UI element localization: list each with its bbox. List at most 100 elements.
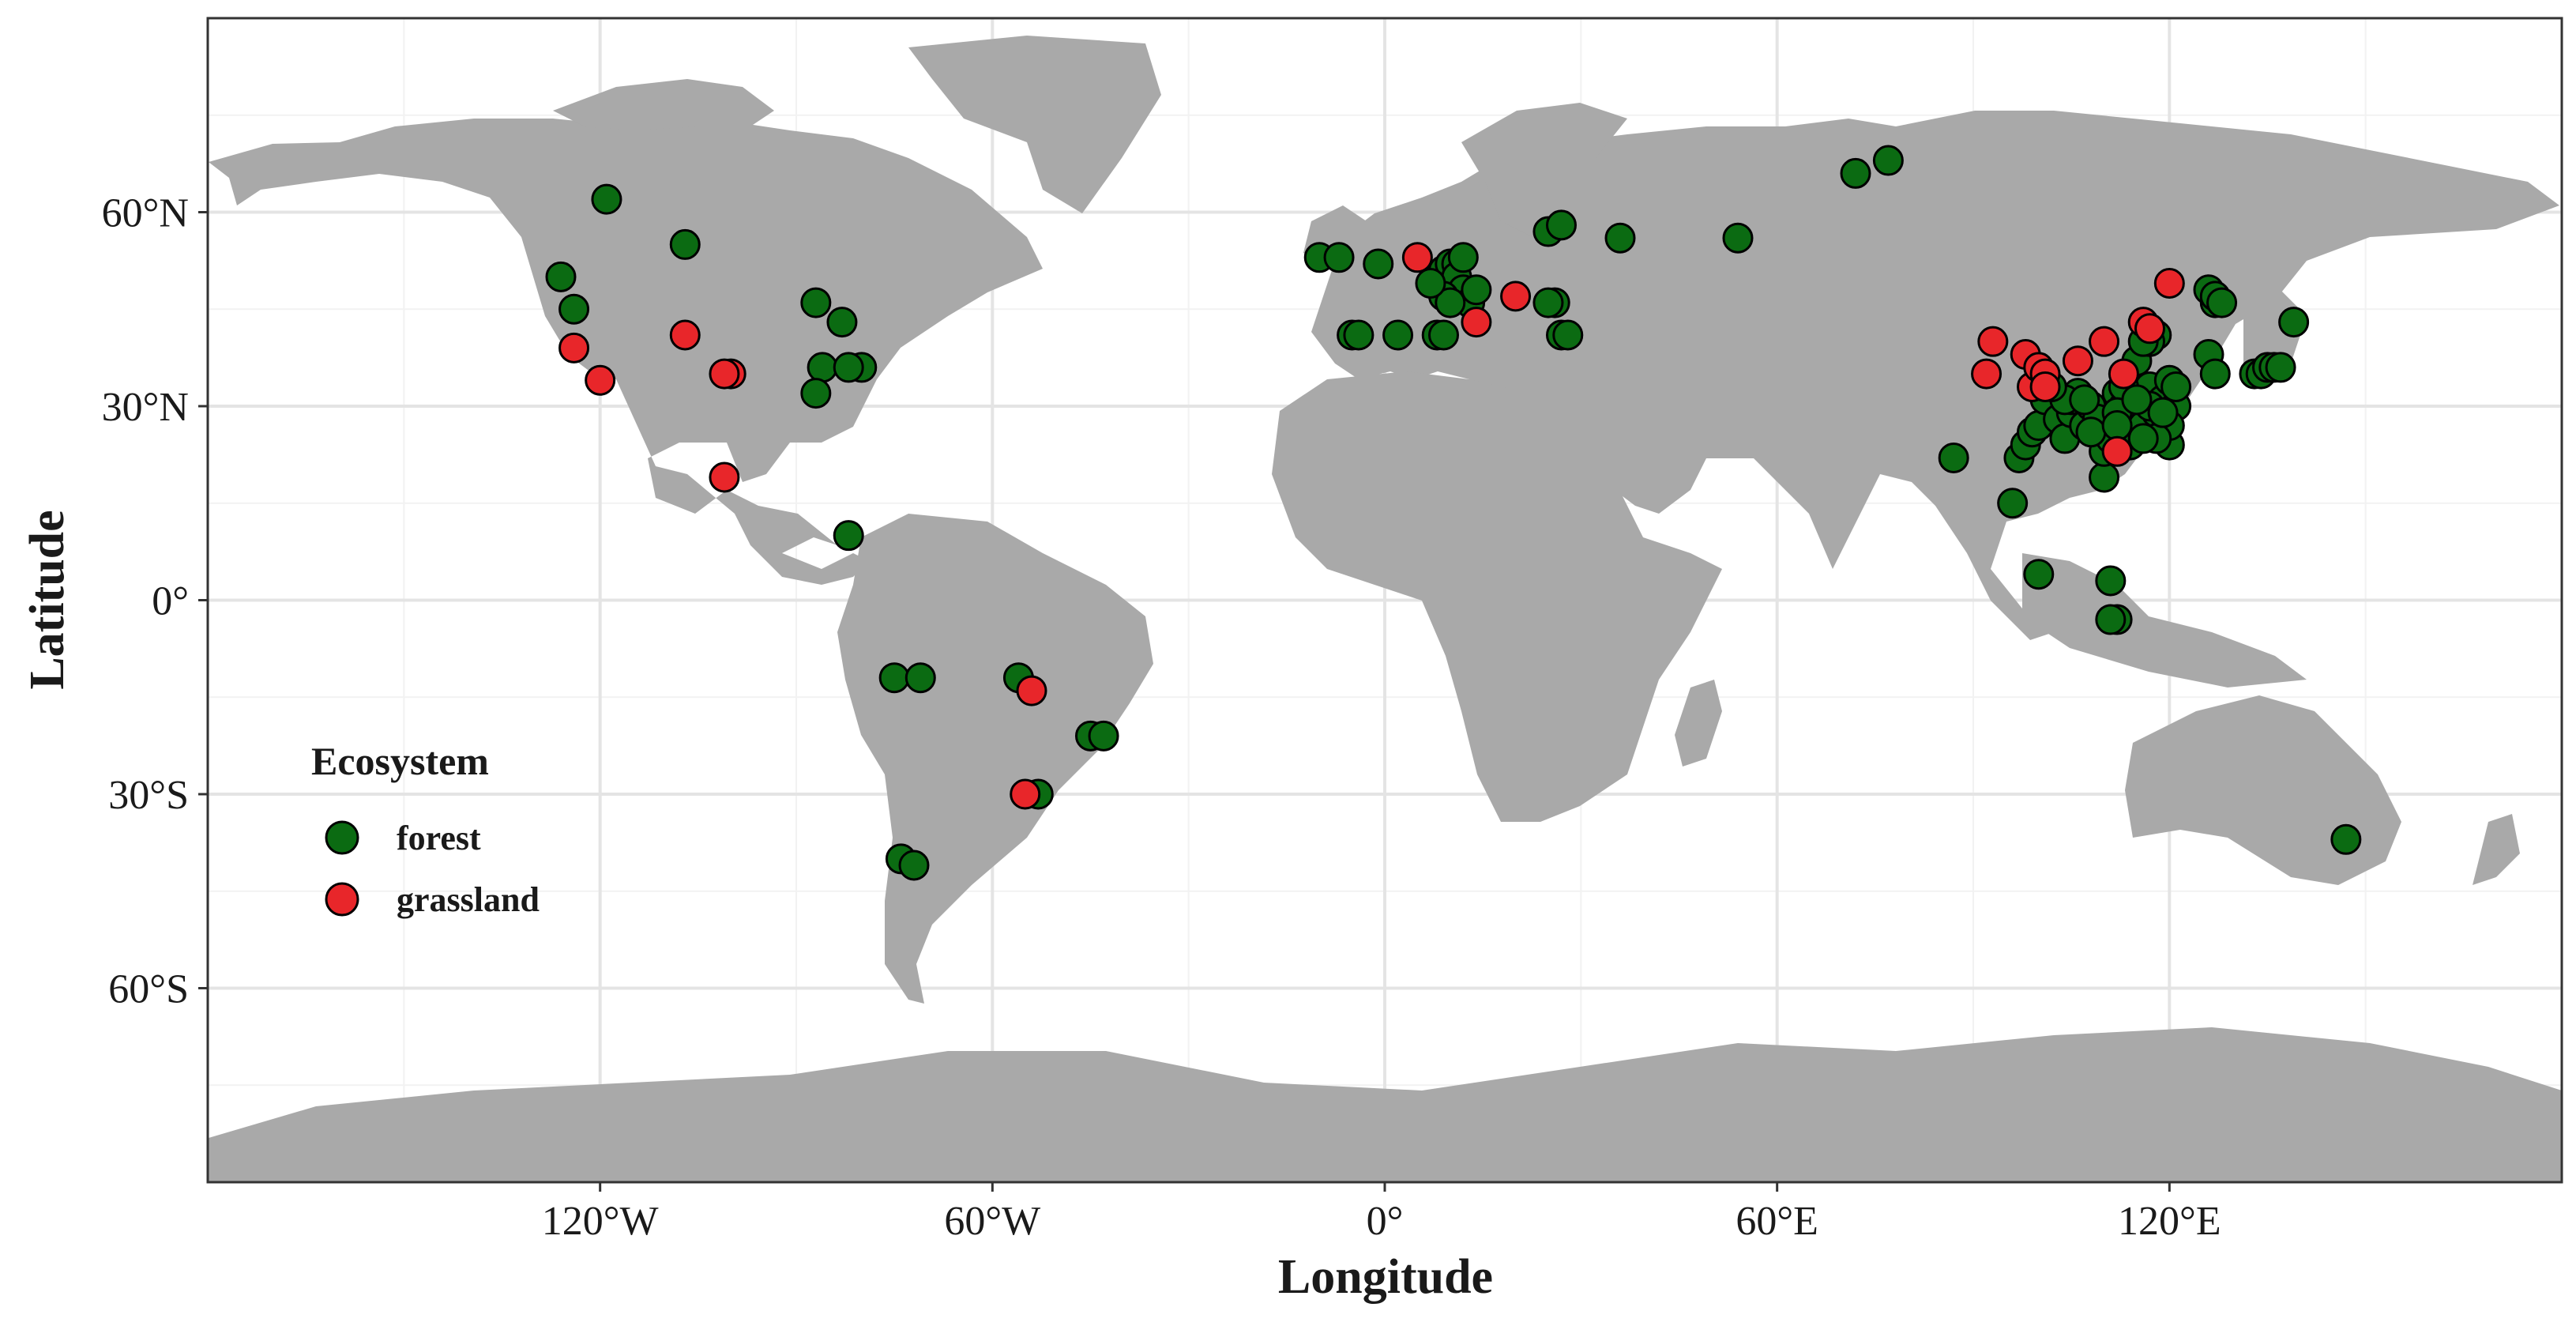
africa-landmass <box>1272 371 1722 822</box>
forest-site-point <box>833 352 864 383</box>
forest-site-point <box>2147 397 2179 428</box>
y-axis-title: Latitude <box>21 510 74 689</box>
grassland-site-point <box>558 332 590 364</box>
forest-site-point <box>904 662 936 694</box>
forest-site-point <box>2199 358 2231 390</box>
forest-site-point <box>1382 319 1414 351</box>
forest-site-point <box>1722 222 1754 254</box>
forest-site-point <box>1840 157 1871 189</box>
grassland-site-point <box>709 358 740 390</box>
x-axis-title: Longitude <box>1278 1250 1493 1304</box>
forest-site-point <box>591 183 622 215</box>
grassland-site-point <box>2062 345 2093 377</box>
southeast-asia-islands-landmass <box>2022 553 2307 687</box>
grassland-site-point <box>1010 778 1041 810</box>
forest-site-point <box>1872 145 1904 176</box>
site-points <box>545 145 2362 881</box>
forest-site-point <box>1435 287 1466 318</box>
grassland-site-point <box>2089 326 2120 357</box>
forest-site-point <box>1938 442 1969 473</box>
legend-key-grassland <box>325 882 359 917</box>
forest-site-point <box>2101 410 2133 442</box>
central-america-landmass <box>735 514 869 585</box>
forest-site-point <box>2265 352 2296 383</box>
forest-site-point <box>1363 248 1394 280</box>
grassland-site-point <box>1500 281 1532 312</box>
forest-site-point <box>878 662 910 694</box>
x-tick-label: 60°W <box>944 1199 1040 1244</box>
forest-site-point <box>2330 823 2362 855</box>
grassland-site-point <box>669 319 701 351</box>
grassland-site-point <box>709 461 740 493</box>
madagascar-landmass <box>1675 680 1722 767</box>
greenland-landmass <box>908 36 1161 213</box>
forest-site-point <box>1415 268 1446 299</box>
forest-site-point <box>2160 371 2192 402</box>
south-america-landmass <box>837 514 1153 1004</box>
forest-site-point <box>1447 242 1479 273</box>
grassland-site-point <box>2029 371 2061 402</box>
grassland-site-point <box>2101 435 2133 467</box>
forest-site-point <box>669 228 701 260</box>
forest-site-point <box>2127 423 2159 454</box>
grassland-site-point <box>1461 307 1492 338</box>
north-america-landmass <box>209 119 1043 553</box>
grassland-site-point <box>585 364 616 396</box>
axis-ticks: 120°W 60°W 0° 60°E 120°E 60°N 30°N 0° 30°S 60°S <box>102 191 2221 1245</box>
grassland-site-point <box>1016 675 1047 706</box>
forest-site-point <box>558 293 590 325</box>
forest-site-point <box>1532 287 1564 318</box>
new-zealand-landmass <box>2473 814 2520 885</box>
y-tick-label: 60°N <box>102 191 189 236</box>
antarctica-landmass <box>209 1027 2562 1182</box>
x-tick-label: 120°E <box>2118 1199 2221 1244</box>
forest-site-point <box>2278 307 2310 338</box>
forest-site-point <box>826 307 858 338</box>
scandinavia-landmass <box>1461 103 1627 237</box>
forest-site-point <box>2095 565 2127 597</box>
x-tick-label: 60°E <box>1736 1199 1818 1244</box>
forest-site-point <box>1604 222 1636 254</box>
forest-site-point <box>2121 384 2153 416</box>
legend-label-grassland: grassland <box>397 880 540 919</box>
forest-site-point <box>2089 461 2120 493</box>
grassland-site-point <box>2108 358 2139 390</box>
forest-site-point <box>833 520 864 552</box>
forest-site-point <box>898 849 930 881</box>
y-tick-label: 30°S <box>108 773 189 818</box>
forest-site-point <box>1997 488 2029 519</box>
legend: Ecosystem forest grassland <box>311 739 540 919</box>
forest-site-point <box>1088 720 1119 752</box>
x-tick-label: 0° <box>1367 1199 1404 1244</box>
y-tick-label: 0° <box>152 579 189 624</box>
forest-site-point <box>1552 319 1584 351</box>
y-tick-label: 60°S <box>108 967 189 1012</box>
forest-site-point <box>807 352 838 383</box>
forest-site-point <box>545 261 577 292</box>
grassland-site-point <box>2153 268 2185 299</box>
grassland-site-point <box>1971 358 2003 390</box>
x-tick-label: 120°W <box>542 1199 659 1244</box>
forest-site-point <box>2075 416 2107 448</box>
forest-site-point <box>1323 242 1355 273</box>
forest-site-point <box>2206 287 2238 318</box>
forest-site-point <box>1428 319 1459 351</box>
grassland-site-point <box>1977 326 2009 357</box>
forest-site-point <box>2095 604 2127 635</box>
arctic-islands-landmass <box>553 79 774 130</box>
forest-site-point <box>800 378 832 409</box>
forest-site-point <box>800 287 832 318</box>
legend-label-forest: forest <box>397 819 481 857</box>
legend-title: Ecosystem <box>311 739 489 783</box>
y-tick-label: 30°N <box>102 385 189 430</box>
forest-site-point <box>1546 209 1577 241</box>
grassland-site-point <box>1401 242 1433 273</box>
grassland-site-point <box>2134 313 2165 345</box>
forest-site-point <box>1343 319 1374 351</box>
forest-site-point <box>2069 384 2100 416</box>
legend-key-forest <box>325 820 359 855</box>
forest-site-point <box>1461 274 1492 306</box>
forest-site-point <box>2023 559 2055 590</box>
